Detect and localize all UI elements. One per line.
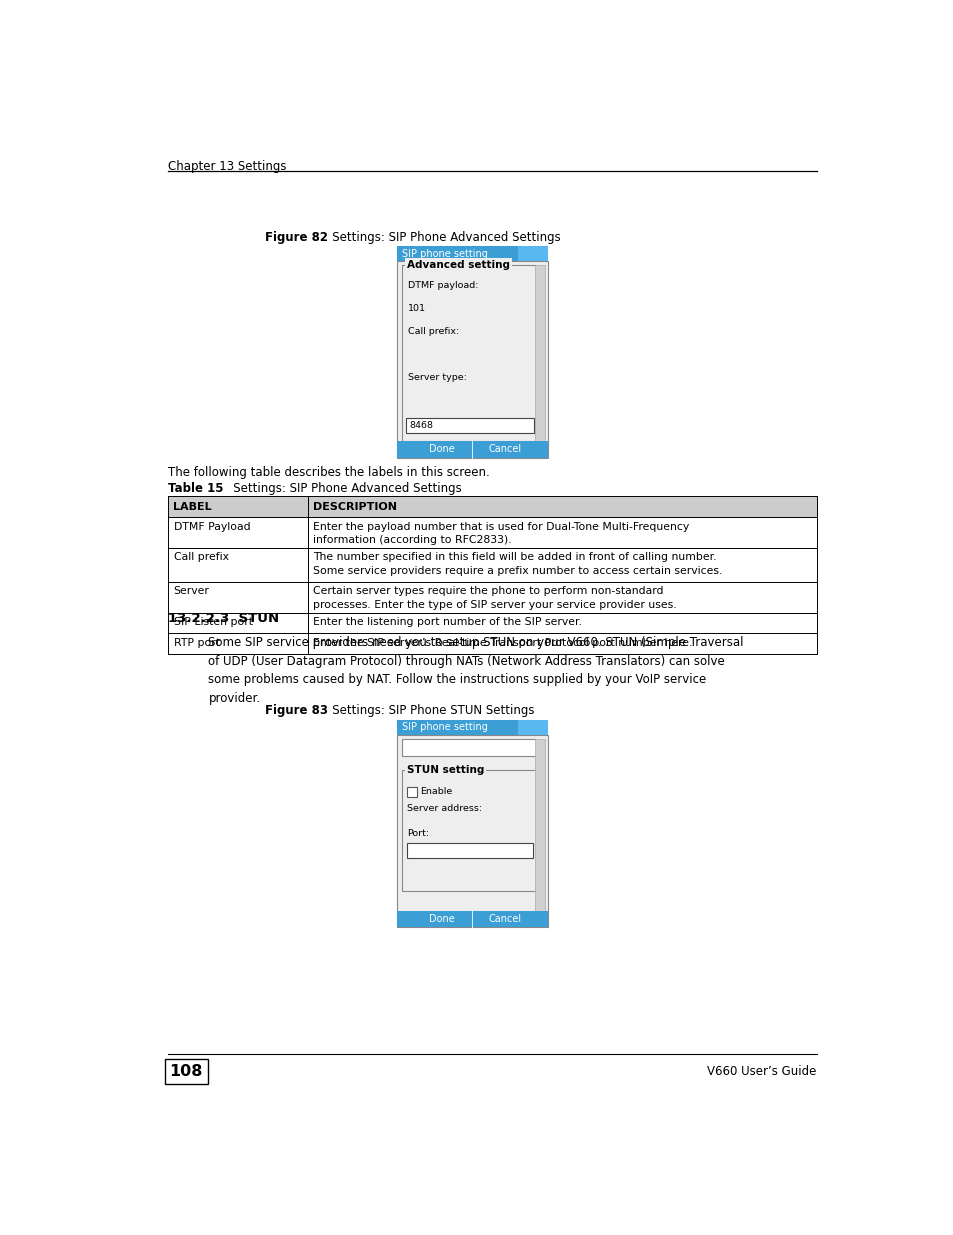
Text: Advanced setting: Advanced setting (406, 261, 509, 270)
Text: SIP phone setting: SIP phone setting (402, 722, 488, 732)
Bar (402, 739, 536, 756)
Text: SIP Listen port: SIP Listen port (173, 618, 253, 627)
Bar (396, 441, 547, 458)
Text: SIP phone setting: SIP phone setting (402, 248, 488, 258)
Bar (396, 720, 547, 735)
Text: STUN setting: STUN setting (406, 764, 483, 774)
Bar (517, 246, 547, 262)
Text: Certain server types require the phone to perform non-standard
processes. Enter : Certain server types require the phone t… (313, 587, 676, 610)
Text: Settings: SIP Phone Advanced Settings: Settings: SIP Phone Advanced Settings (222, 482, 461, 494)
Text: DTMF Payload: DTMF Payload (173, 521, 250, 531)
Bar (396, 910, 547, 927)
Text: The following table describes the labels in this screen.: The following table describes the labels… (168, 466, 489, 479)
Bar (406, 787, 416, 797)
Bar (396, 246, 547, 262)
Bar (406, 417, 534, 433)
Text: SIP listen port:: SIP listen port: (408, 419, 476, 429)
Bar (165, 1060, 208, 1084)
Text: Cancel: Cancel (489, 445, 521, 454)
Text: Table 15: Table 15 (168, 482, 223, 494)
Text: Settings: SIP Phone STUN Settings: Settings: SIP Phone STUN Settings (320, 704, 534, 718)
Text: Figure 83: Figure 83 (265, 704, 328, 718)
Bar (396, 262, 547, 458)
Text: Settings: SIP Phone Advanced Settings: Settings: SIP Phone Advanced Settings (320, 231, 560, 243)
Text: 8468: 8468 (409, 421, 433, 430)
Text: RTP port: RTP port (173, 638, 219, 648)
Bar (406, 842, 533, 858)
Text: Enter the listening port number of the SIP server.: Enter the listening port number of the S… (313, 618, 581, 627)
Text: 13.2.2.3  STUN: 13.2.2.3 STUN (168, 611, 279, 625)
Bar (402, 769, 536, 892)
Bar (534, 739, 544, 910)
Text: Enable: Enable (419, 787, 452, 797)
Text: Done: Done (429, 914, 455, 924)
Bar (168, 496, 816, 517)
Text: The number specified in this field will be added in front of calling number.
Som: The number specified in this field will … (313, 552, 721, 576)
Text: Figure 82: Figure 82 (265, 231, 328, 243)
Text: Port:: Port: (406, 829, 429, 837)
Text: 108: 108 (170, 1063, 203, 1079)
Bar (402, 266, 536, 441)
Text: LABEL: LABEL (173, 501, 212, 511)
Text: Some SIP service providers need you to setup STUN on your V660. STUN (Simple Tra: Some SIP service providers need you to s… (208, 636, 743, 705)
Text: Server: Server (173, 587, 209, 597)
Text: Chapter 13 Settings: Chapter 13 Settings (168, 159, 286, 173)
Text: Server type:: Server type: (408, 373, 467, 382)
Text: Enter the SIP server’s Real-time Transport Protocol port number here.: Enter the SIP server’s Real-time Transpo… (313, 638, 692, 648)
Text: Call prefix: Call prefix (173, 552, 229, 562)
Bar (517, 720, 547, 735)
Text: 101: 101 (408, 304, 426, 312)
Text: V660 User’s Guide: V660 User’s Guide (706, 1065, 816, 1078)
Bar (396, 735, 547, 927)
Text: Done: Done (429, 445, 455, 454)
Bar (534, 266, 544, 441)
Text: DTMF payload:: DTMF payload: (408, 280, 478, 290)
Text: Cancel: Cancel (489, 914, 521, 924)
Text: Server address:: Server address: (406, 804, 481, 813)
Text: Call prefix:: Call prefix: (408, 327, 459, 336)
Text: Enter the payload number that is used for Dual-Tone Multi-Frequency
information : Enter the payload number that is used fo… (313, 521, 688, 545)
Text: DESCRIPTION: DESCRIPTION (313, 501, 396, 511)
